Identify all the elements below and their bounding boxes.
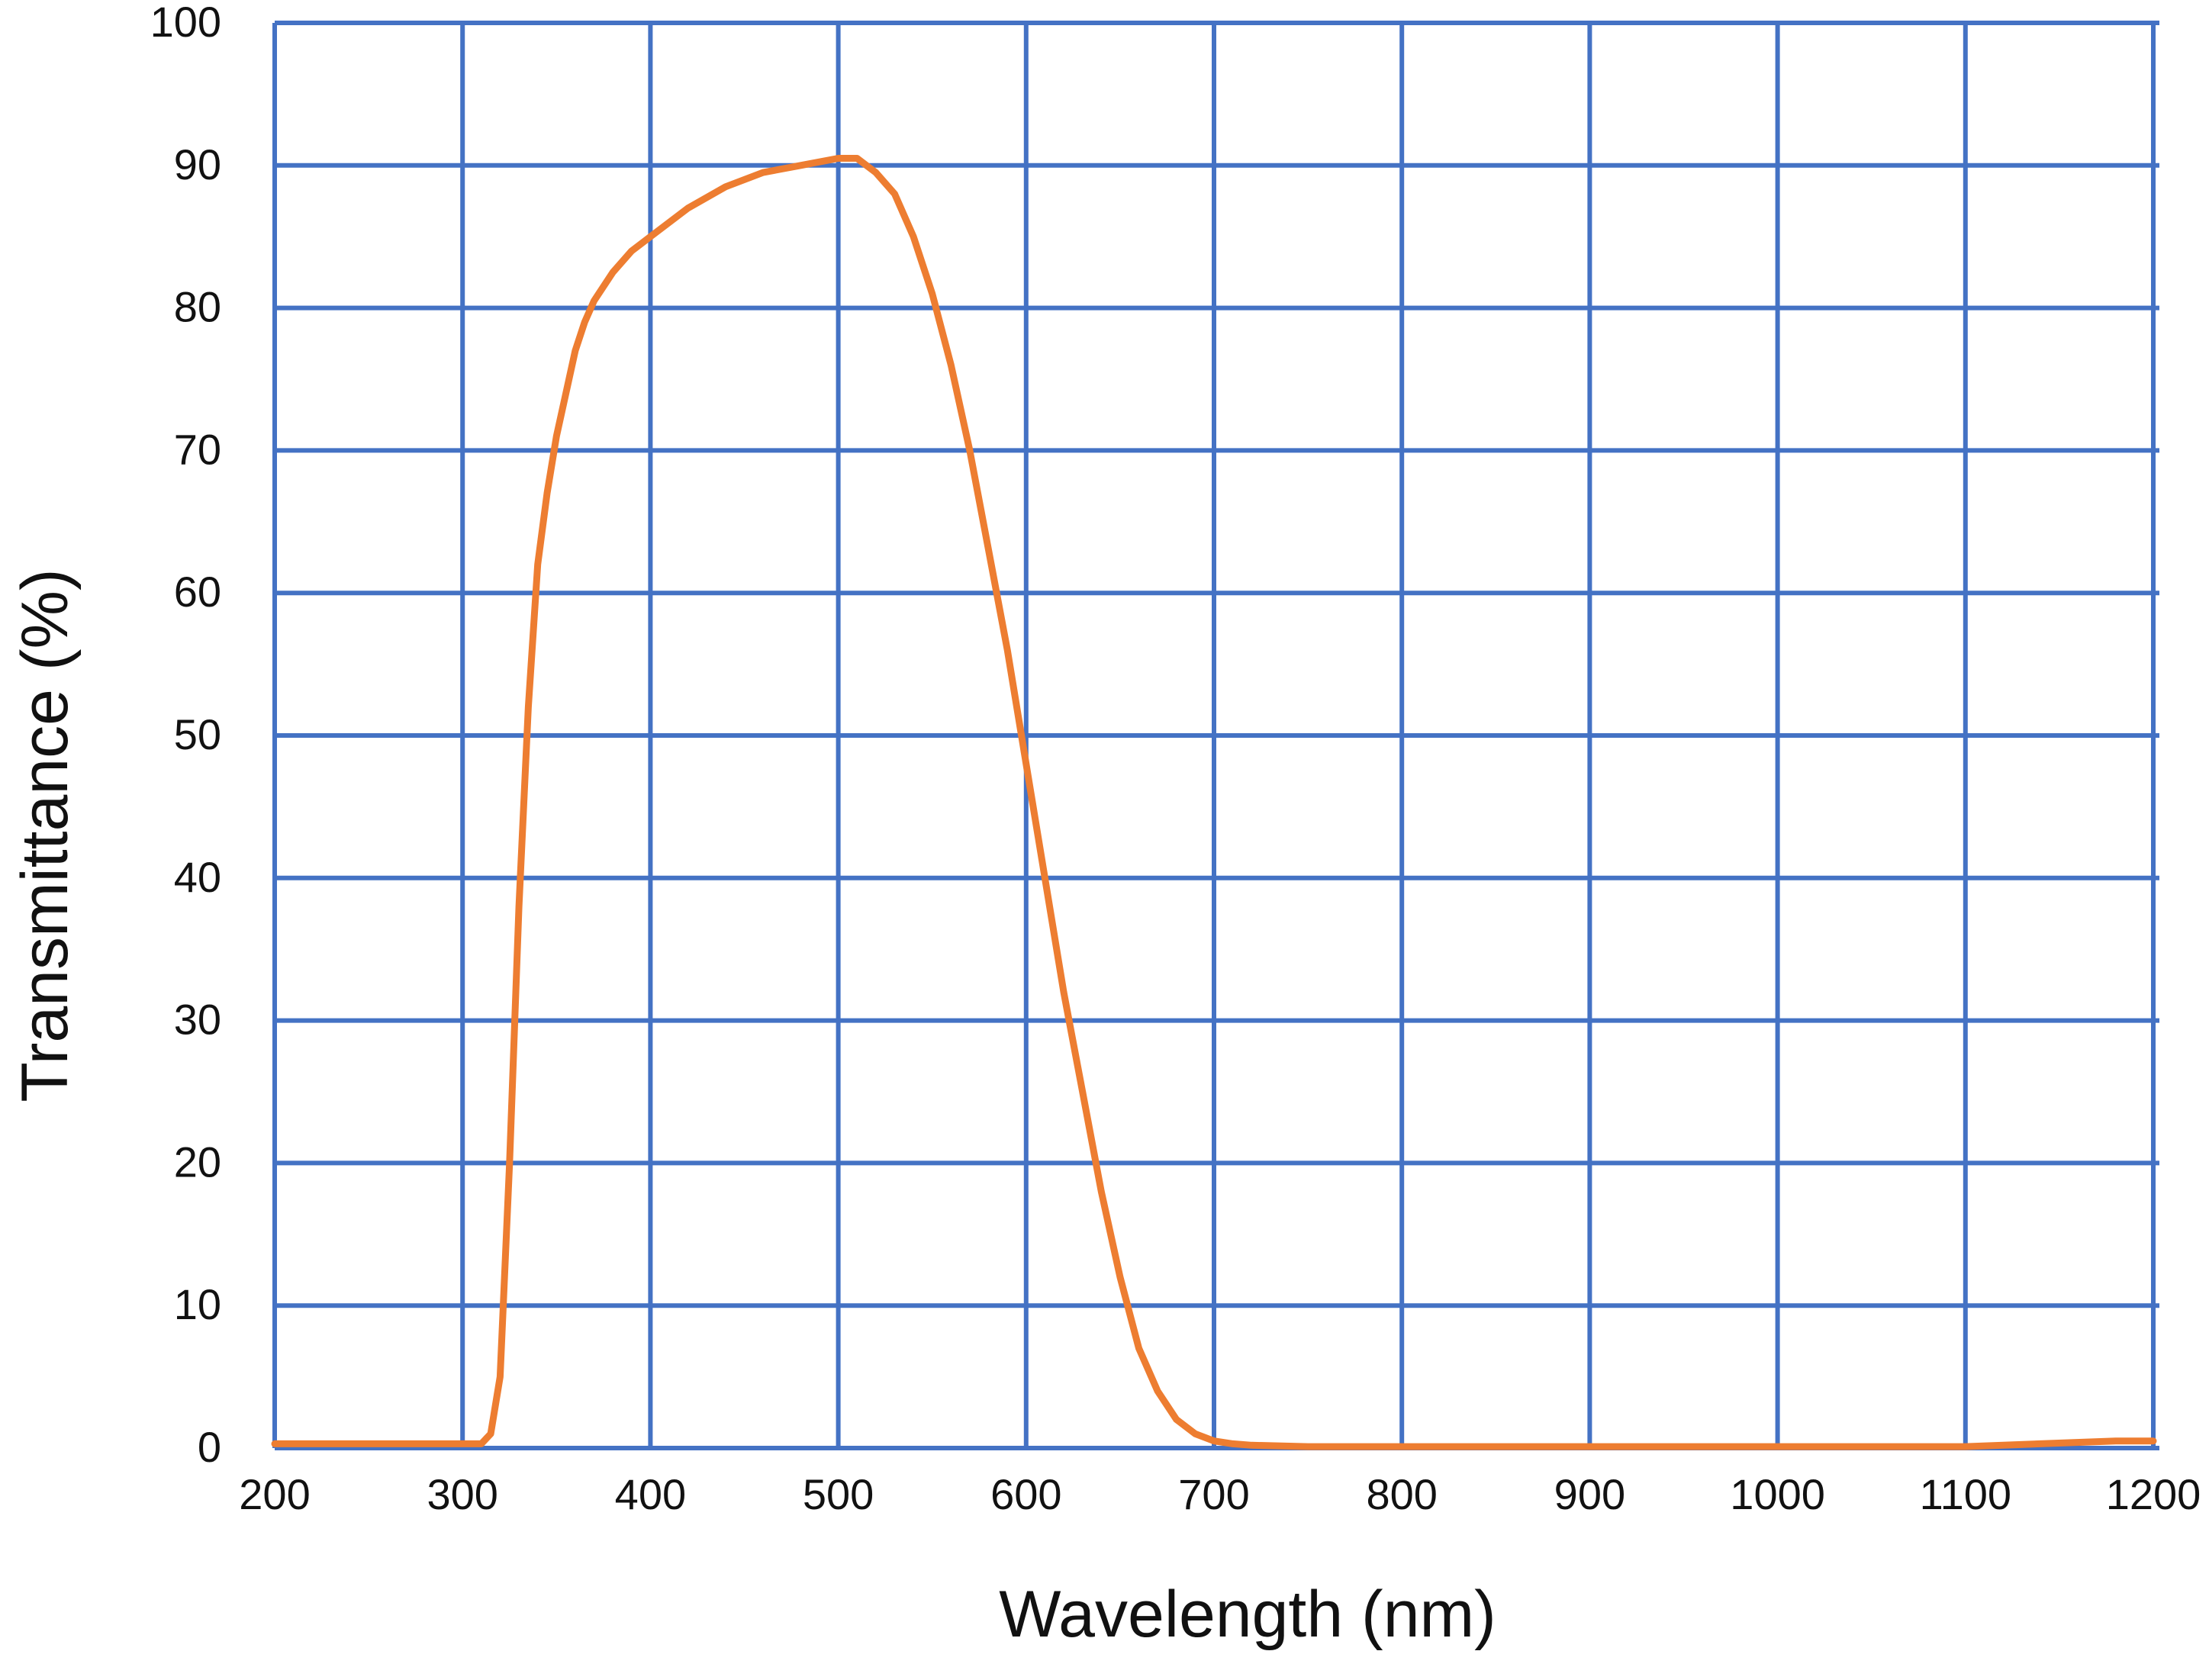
x-tick-label-400: 400: [615, 1470, 686, 1518]
grid: [272, 21, 2159, 1450]
y-tick-label-40: 40: [174, 853, 221, 901]
x-tick-label-1000: 1000: [1730, 1470, 1825, 1518]
y-tick-label-20: 20: [174, 1138, 221, 1186]
x-tick-label-1200: 1200: [2106, 1470, 2201, 1518]
x-tick-label-500: 500: [803, 1470, 874, 1518]
y-tick-label-80: 80: [174, 283, 221, 331]
y-tick-label-100: 100: [150, 0, 221, 46]
x-tick-label-200: 200: [239, 1470, 310, 1518]
x-tick-label-800: 800: [1366, 1470, 1437, 1518]
y-tick-label-50: 50: [174, 710, 221, 758]
y-tick-label-60: 60: [174, 568, 221, 616]
x-tick-label-600: 600: [990, 1470, 1061, 1518]
y-tick-label-0: 0: [198, 1423, 221, 1471]
x-tick-label-1100: 1100: [1920, 1470, 2011, 1518]
y-axis-label: Transmittance (%): [8, 568, 82, 1102]
x-tick-label-300: 300: [427, 1470, 498, 1518]
y-tick-label-10: 10: [174, 1280, 221, 1328]
x-tick-label-700: 700: [1178, 1470, 1249, 1518]
series-line-transmittance: [271, 155, 2157, 1450]
series-layer: [271, 155, 2157, 1450]
y-tick-label-90: 90: [174, 140, 221, 188]
y-tick-label-30: 30: [174, 996, 221, 1044]
x-tick-label-900: 900: [1554, 1470, 1625, 1518]
tick-labels: 0 10 20 30 40 50 60 70 80 90 100 200 300 400 500 600 700…: [150, 0, 2201, 1518]
y-tick-label-70: 70: [174, 425, 221, 473]
x-axis-label: Wavelength (nm): [999, 1578, 1496, 1651]
